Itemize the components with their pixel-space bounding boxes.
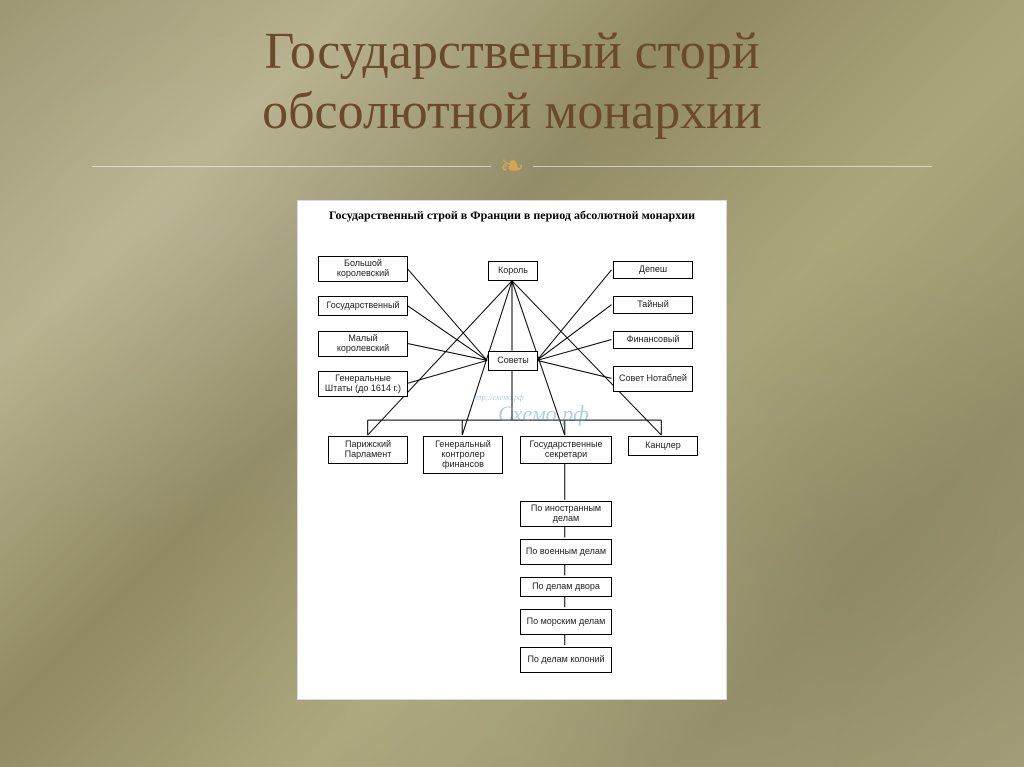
- node-parliament: Парижский Парламент: [328, 436, 408, 464]
- node-court: По делам двора: [520, 577, 612, 597]
- title-line-1: Государственый сторй: [262, 22, 762, 82]
- node-secret: Тайный: [613, 296, 693, 314]
- diagram-title: Государственный строй в Франции в период…: [298, 207, 726, 223]
- diagram-card: Государственный строй в Франции в период…: [297, 200, 727, 700]
- node-king: Король: [488, 261, 538, 281]
- node-colonies: По делам колоний: [520, 647, 612, 673]
- node-councils: Советы: [488, 351, 538, 371]
- node-secretaries: Государственные секретари: [520, 436, 612, 464]
- diagram-watermark: Схемо.рф: [498, 401, 589, 427]
- node-small_royal: Малый королевский: [318, 331, 408, 357]
- node-foreign: По иностранным делам: [520, 501, 612, 527]
- node-finance: Финансовый: [613, 331, 693, 349]
- ornament-icon: ❧: [499, 152, 524, 182]
- divider-right: [533, 166, 932, 167]
- slide-title: Государственый сторй обсолютной монархии: [262, 22, 762, 142]
- diagram-watermark-url: http://схемо.рф: [473, 393, 524, 402]
- node-chancellor: Канцлер: [628, 436, 698, 456]
- title-line-2: обсолютной монархии: [262, 82, 762, 142]
- node-big_royal: Большой королевский: [318, 256, 408, 282]
- node-state: Государственный: [318, 296, 408, 316]
- node-notables: Совет Нотаблей: [613, 366, 693, 392]
- node-estates: Генеральные Штаты (до 1614 г.): [318, 371, 408, 397]
- title-divider: ❧: [92, 152, 932, 182]
- divider-left: [92, 166, 491, 167]
- node-controller: Генеральный контролер финансов: [423, 436, 503, 474]
- node-military: По военным делам: [520, 539, 612, 565]
- node-naval: По морским делам: [520, 609, 612, 635]
- node-depesh: Депеш: [613, 261, 693, 279]
- slide: Государственый сторй обсолютной монархии…: [0, 0, 1024, 767]
